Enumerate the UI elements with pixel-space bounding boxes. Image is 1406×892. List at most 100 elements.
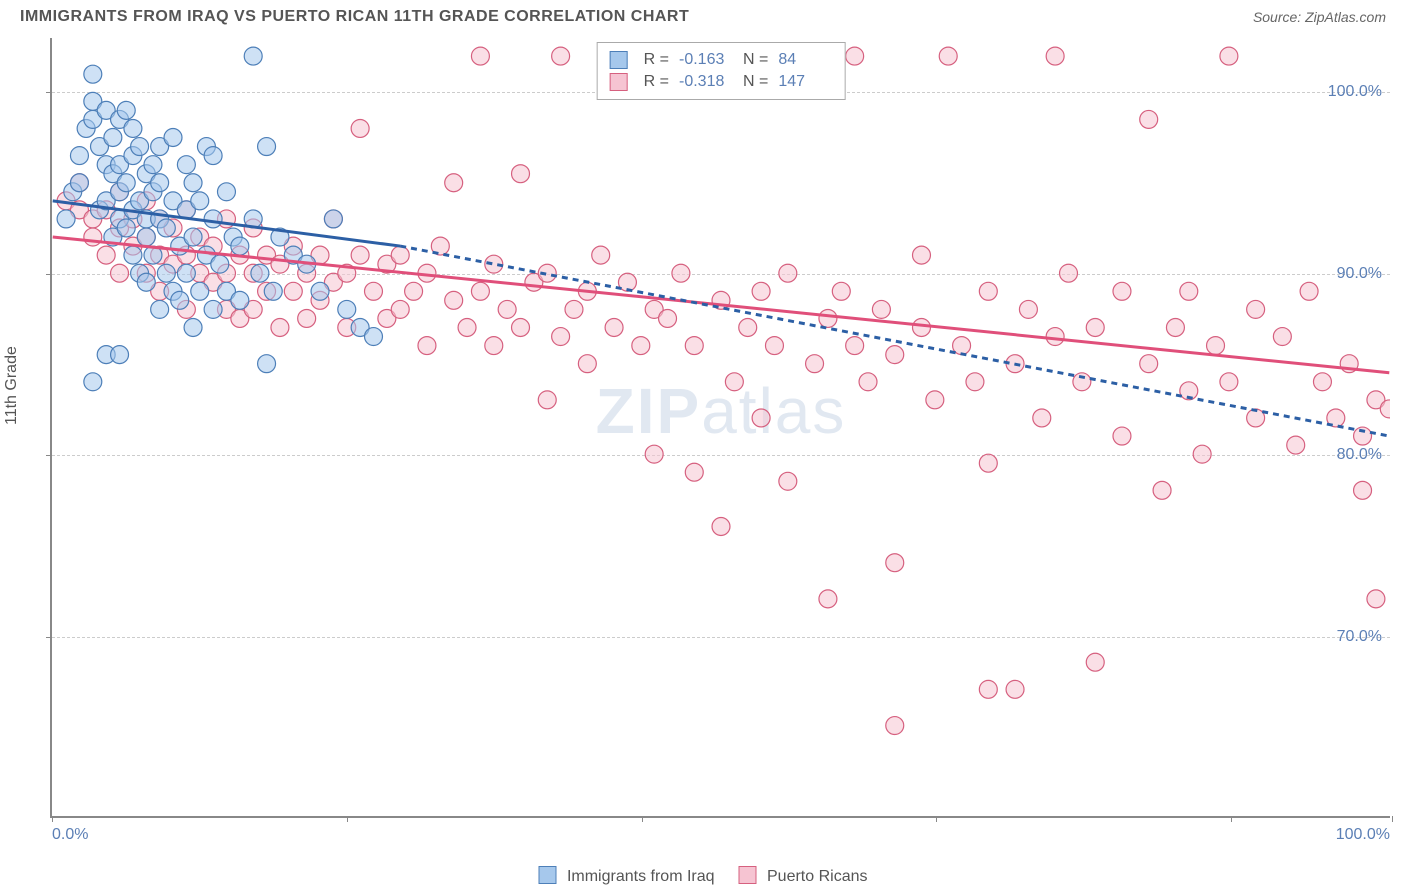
data-point xyxy=(1086,653,1104,671)
data-point xyxy=(1180,282,1198,300)
data-point xyxy=(872,300,890,318)
data-point xyxy=(391,246,409,264)
data-point xyxy=(645,445,663,463)
data-point xyxy=(471,282,489,300)
data-point xyxy=(846,47,864,65)
data-point xyxy=(1140,355,1158,373)
data-point xyxy=(1153,481,1171,499)
stats-legend-row-iraq: R = -0.163 N = 84 xyxy=(610,49,833,71)
data-point xyxy=(832,282,850,300)
data-point xyxy=(258,355,276,373)
data-point xyxy=(712,518,730,536)
data-point xyxy=(913,246,931,264)
data-point xyxy=(111,264,129,282)
data-point xyxy=(104,129,122,147)
y-axis-title: 11th Grade xyxy=(3,346,21,425)
data-point xyxy=(979,454,997,472)
data-point xyxy=(117,101,135,119)
data-point xyxy=(405,282,423,300)
legend-swatch-iraq xyxy=(610,51,628,69)
data-point xyxy=(552,328,570,346)
data-point xyxy=(605,319,623,337)
data-point xyxy=(284,282,302,300)
data-point xyxy=(979,282,997,300)
data-point xyxy=(939,47,957,65)
data-point xyxy=(351,246,369,264)
data-point xyxy=(471,47,489,65)
data-point xyxy=(1273,328,1291,346)
x-tick-mark xyxy=(936,816,937,822)
stat-n-pr: 147 xyxy=(778,73,832,91)
data-point xyxy=(151,174,169,192)
data-point xyxy=(886,717,904,735)
data-point xyxy=(1113,282,1131,300)
data-point xyxy=(1287,436,1305,454)
x-tick-mark xyxy=(52,816,53,822)
legend-item-pr: Puerto Ricans xyxy=(739,866,868,886)
data-point xyxy=(859,373,877,391)
source-value: ZipAtlas.com xyxy=(1305,9,1386,25)
data-point xyxy=(298,309,316,327)
data-point xyxy=(552,47,570,65)
data-point xyxy=(779,472,797,490)
data-point xyxy=(445,174,463,192)
data-point xyxy=(251,264,269,282)
data-point xyxy=(819,590,837,608)
data-point xyxy=(672,264,690,282)
data-point xyxy=(512,319,530,337)
data-point xyxy=(144,156,162,174)
data-point xyxy=(157,219,175,237)
data-point xyxy=(685,337,703,355)
data-point xyxy=(913,319,931,337)
data-point xyxy=(117,219,135,237)
data-point xyxy=(177,264,195,282)
chart-title: IMMIGRANTS FROM IRAQ VS PUERTO RICAN 11T… xyxy=(20,8,689,26)
data-point xyxy=(1140,110,1158,128)
data-point xyxy=(84,228,102,246)
data-point xyxy=(84,373,102,391)
data-point xyxy=(191,192,209,210)
x-tick-mark xyxy=(642,816,643,822)
data-point xyxy=(157,264,175,282)
data-point xyxy=(538,391,556,409)
scatter-plot-svg xyxy=(52,38,1390,816)
data-point xyxy=(926,391,944,409)
legend-swatch-pr xyxy=(610,73,628,91)
data-point xyxy=(204,147,222,165)
data-point xyxy=(244,47,262,65)
data-point xyxy=(84,65,102,83)
data-point xyxy=(1247,300,1265,318)
x-tick-mark xyxy=(347,816,348,822)
data-point xyxy=(779,264,797,282)
data-point xyxy=(1033,409,1051,427)
data-point xyxy=(231,291,249,309)
data-point xyxy=(659,309,677,327)
data-point xyxy=(171,291,189,309)
data-point xyxy=(765,337,783,355)
data-point xyxy=(311,282,329,300)
data-point xyxy=(217,183,235,201)
data-point xyxy=(752,409,770,427)
data-point xyxy=(57,210,75,228)
data-point xyxy=(1207,337,1225,355)
legend-label-pr: Puerto Ricans xyxy=(767,868,868,885)
data-point xyxy=(111,346,129,364)
data-point xyxy=(1220,47,1238,65)
data-point xyxy=(365,328,383,346)
stats-legend-row-pr: R = -0.318 N = 147 xyxy=(610,71,833,93)
legend-swatch-iraq-bottom xyxy=(539,866,557,884)
stat-n-label: N = xyxy=(743,51,768,69)
stat-n-label: N = xyxy=(743,73,768,91)
data-point xyxy=(204,300,222,318)
data-point xyxy=(966,373,984,391)
data-point xyxy=(191,282,209,300)
data-point xyxy=(131,138,149,156)
data-point xyxy=(70,174,88,192)
data-point xyxy=(592,246,610,264)
data-point xyxy=(231,237,249,255)
data-point xyxy=(806,355,824,373)
data-point xyxy=(338,300,356,318)
x-tick-mark xyxy=(1231,816,1232,822)
legend-swatch-pr-bottom xyxy=(739,866,757,884)
data-point xyxy=(1193,445,1211,463)
